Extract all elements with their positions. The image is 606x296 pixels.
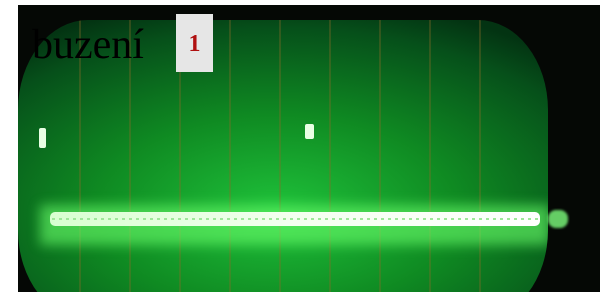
marker-dot (39, 128, 46, 148)
badge: 1 (189, 31, 201, 57)
caption: buzení (32, 22, 144, 68)
marker-dot (305, 124, 314, 139)
edge-glow (548, 210, 568, 228)
oscilloscope-photo: buzení 1 (0, 0, 606, 296)
